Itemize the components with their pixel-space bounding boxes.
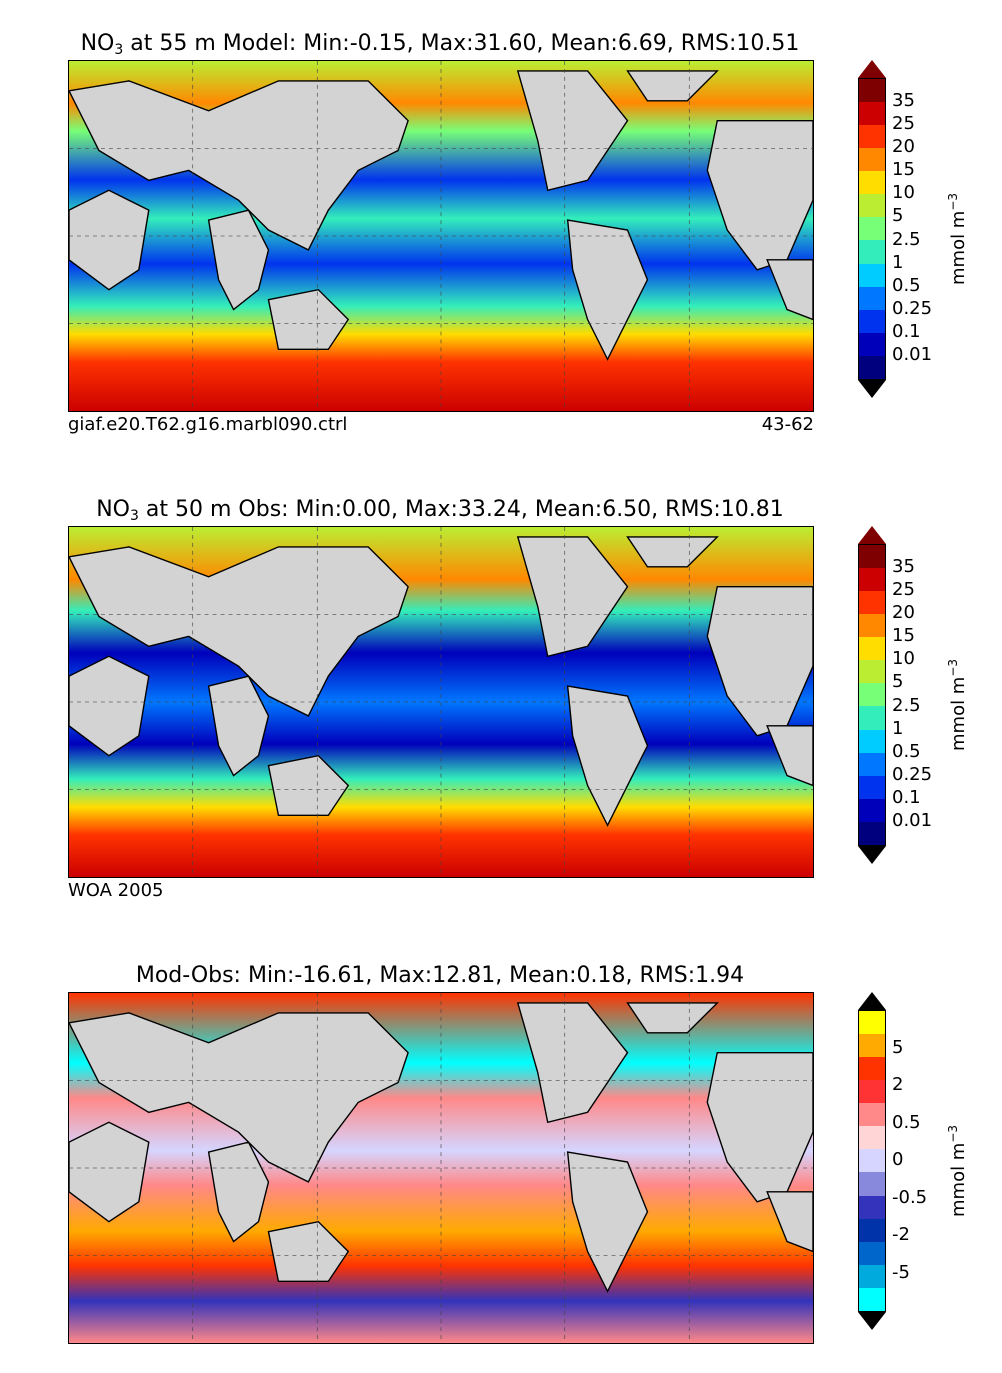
colorbar-tick-label: 0 [892, 1149, 904, 1170]
model-map [68, 60, 814, 412]
experiment-label: giaf.e20.T62.g16.marbl090.ctrl [68, 414, 348, 435]
colorbar-segment [858, 798, 886, 822]
colorbar-tick-label: 0.5 [892, 1111, 921, 1133]
colorbar-tick-label: 20 [892, 136, 915, 158]
colorbar-segment [858, 125, 886, 149]
colorbar-segment [858, 614, 886, 638]
colorbar-segment [858, 102, 886, 126]
colorbar-segment [858, 240, 886, 264]
colorbar-tick-label: 0.25 [892, 297, 933, 319]
colorbar-tick-label: 0.01 [892, 809, 933, 831]
colorbar-tick-label: 10 [892, 182, 915, 204]
colorbar-segment [858, 752, 886, 776]
colorbar-segment [858, 1011, 886, 1035]
colorbar-segment [858, 729, 886, 753]
colorbar-tick-label: -2 [892, 1224, 910, 1245]
colorbar-segment [858, 148, 886, 172]
diff-colorbar [858, 992, 886, 1330]
colorbar-segment [858, 1172, 886, 1196]
colorbar-tick-label: 10 [892, 648, 915, 670]
colorbar-tick-label: 15 [892, 159, 915, 181]
colorbar-max-extend [858, 526, 886, 544]
colorbar-segment [858, 332, 886, 356]
colorbar-segment [858, 1126, 886, 1150]
colorbar-tick-label: 0.25 [892, 763, 933, 785]
colorbar-segment [858, 1149, 886, 1173]
source-label: WOA 2005 [68, 880, 164, 901]
colorbar-segment [858, 568, 886, 592]
colorbar-tick-label: 1 [892, 251, 904, 273]
colorbar-tick-label: 5 [892, 1036, 904, 1058]
colorbar-segment [858, 79, 886, 103]
colorbar-segments [858, 78, 886, 380]
colorbar-unit: mmol m−3 [946, 192, 969, 285]
colorbar-segment [858, 1057, 886, 1081]
colorbar-segment [858, 591, 886, 615]
colorbar-unit: mmol m−3 [946, 658, 969, 751]
colorbar-tick-label: -5 [892, 1261, 910, 1283]
colorbar-tick-label: 0.5 [892, 740, 921, 762]
colorbar-tick-label: 25 [892, 113, 915, 135]
colorbar-segment [858, 263, 886, 287]
colorbar-segment [858, 660, 886, 684]
obs-map [68, 526, 814, 878]
colorbar-segment [858, 1264, 886, 1288]
colorbar-segment [858, 1195, 886, 1219]
colorbar-segment [858, 1103, 886, 1127]
obs-panel: NO3 at 50 m Obs: Min:0.00, Max:33.24, Me… [0, 496, 1002, 916]
colorbar-segment [858, 1080, 886, 1104]
colorbar-unit: mmol m−3 [946, 1124, 969, 1217]
colorbar-min-extend [858, 1311, 886, 1330]
colorbar-segment [858, 706, 886, 730]
diff-map [68, 992, 814, 1344]
colorbar-segment [858, 286, 886, 310]
colorbar-tick-label: 2.5 [892, 694, 921, 716]
colorbar-tick-label: 0.1 [892, 320, 921, 342]
colorbar-tick-label: 2.5 [892, 228, 921, 250]
colorbar-tick-label: 0.5 [892, 274, 921, 296]
colorbar-tick-label: 20 [892, 602, 915, 624]
colorbar-segment [858, 309, 886, 333]
colorbar-segment [858, 775, 886, 799]
colorbar-tick-label: 1 [892, 717, 904, 739]
obs-colorbar [858, 526, 886, 864]
colorbar-segment [858, 217, 886, 241]
colorbar-tick-label: 35 [892, 556, 915, 578]
colorbar-segment [858, 637, 886, 661]
colorbar-segment [858, 194, 886, 218]
years-label: 43-62 [761, 414, 814, 435]
colorbar-segments [858, 544, 886, 846]
colorbar-max-extend [858, 992, 886, 1010]
colorbar-segment [858, 1287, 886, 1311]
colorbar-segments [858, 1010, 886, 1312]
model-panel: NO3 at 55 m Model: Min:-0.15, Max:31.60,… [0, 30, 1002, 450]
colorbar-segment [858, 1241, 886, 1265]
model-colorbar [858, 60, 886, 398]
colorbar-tick-label: 15 [892, 625, 915, 647]
diff-panel: Mod-Obs: Min:-16.61, Max:12.81, Mean:0.1… [0, 962, 1002, 1362]
colorbar-segment [858, 821, 886, 845]
colorbar-tick-label: 0.01 [892, 343, 933, 365]
panel-title: NO3 at 55 m Model: Min:-0.15, Max:31.60,… [80, 31, 800, 58]
colorbar-segment [858, 355, 886, 379]
colorbar-tick-label: 5 [892, 671, 904, 693]
colorbar-segment [858, 171, 886, 195]
colorbar-tick-label: 0.1 [892, 786, 921, 808]
colorbar-tick-label: -0.5 [892, 1186, 928, 1208]
colorbar-tick-label: 5 [892, 205, 904, 227]
colorbar-max-extend [858, 60, 886, 78]
colorbar-segment [858, 1034, 886, 1058]
colorbar-segment [858, 683, 886, 707]
colorbar-tick-label: 35 [892, 90, 915, 112]
colorbar-min-extend [858, 379, 886, 398]
colorbar-min-extend [858, 845, 886, 864]
colorbar-segment [858, 1218, 886, 1242]
colorbar-segment [858, 545, 886, 569]
panel-title: Mod-Obs: Min:-16.61, Max:12.81, Mean:0.1… [135, 963, 745, 988]
colorbar-tick-label: 25 [892, 579, 915, 601]
panel-title: NO3 at 50 m Obs: Min:0.00, Max:33.24, Me… [96, 497, 784, 524]
colorbar-tick-label: 2 [892, 1074, 904, 1095]
